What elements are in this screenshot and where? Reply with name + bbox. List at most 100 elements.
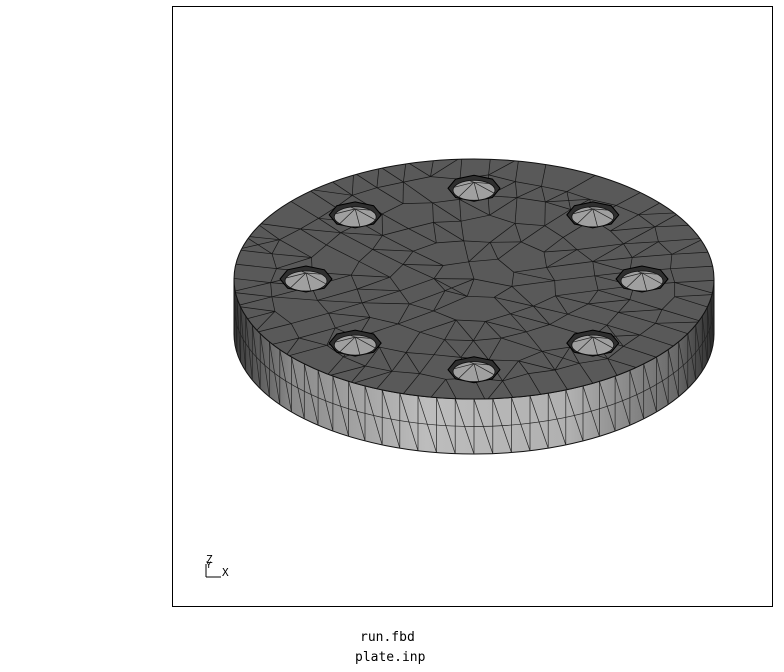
mesh-edge xyxy=(234,306,714,427)
mesh-edge xyxy=(468,261,475,280)
mesh-edge xyxy=(489,197,518,216)
mesh-edge xyxy=(444,339,462,358)
mesh-edge xyxy=(489,214,516,224)
mesh-edge xyxy=(357,276,391,290)
mesh-edge xyxy=(623,334,641,347)
mesh-edge xyxy=(317,299,363,304)
mesh-edge xyxy=(545,198,590,203)
mesh-edge xyxy=(291,312,329,324)
mesh-edge xyxy=(298,337,327,346)
mesh-edge xyxy=(369,317,399,325)
mesh-edge xyxy=(234,249,237,264)
file-plate-inp[interactable]: plate.inp xyxy=(355,650,426,665)
mesh-edge xyxy=(325,356,344,377)
mesh-edge xyxy=(516,197,546,203)
mesh-edge xyxy=(340,232,383,236)
mesh-edge xyxy=(606,324,640,336)
mesh-edge xyxy=(544,225,564,238)
mesh-edge xyxy=(487,195,490,216)
mesh-edge xyxy=(430,159,463,177)
mesh-edge xyxy=(541,185,567,192)
mesh-edge xyxy=(497,241,522,260)
mesh-edge xyxy=(576,243,624,250)
mesh-edge xyxy=(562,237,578,250)
bolt-hole[interactable] xyxy=(447,356,501,384)
mesh-edge xyxy=(236,239,280,251)
mesh-edge xyxy=(432,202,462,222)
mesh-edge xyxy=(515,181,542,187)
mesh-edge xyxy=(271,253,312,258)
mesh-edge xyxy=(623,241,659,245)
mesh-edge xyxy=(399,278,435,292)
mesh-edge xyxy=(618,309,663,313)
bolt-hole[interactable] xyxy=(447,174,501,202)
bolt-hole[interactable] xyxy=(279,265,333,293)
mesh-edge xyxy=(569,346,580,364)
mesh-edge xyxy=(430,159,435,177)
mesh-edge xyxy=(433,222,437,243)
mesh-edge xyxy=(670,268,676,283)
mesh-edge xyxy=(287,199,319,219)
mesh-edge xyxy=(419,373,446,380)
mesh-edge xyxy=(463,240,491,243)
mesh-edge xyxy=(541,186,546,202)
mesh-edge xyxy=(511,280,555,287)
mesh-edge xyxy=(459,199,462,222)
mesh-model[interactable] xyxy=(173,7,773,607)
mesh-edge xyxy=(717,280,719,294)
mesh-edge xyxy=(284,337,300,358)
mesh-edge xyxy=(544,209,571,226)
mesh-edge xyxy=(468,242,491,263)
mesh-edge xyxy=(566,191,571,210)
mesh-edge xyxy=(493,286,513,298)
mesh-edge xyxy=(326,327,336,346)
mesh-edge xyxy=(445,290,468,297)
bolt-hole[interactable] xyxy=(328,329,382,357)
mesh-edge xyxy=(444,319,457,340)
mesh-edge xyxy=(397,310,434,325)
mesh-edge xyxy=(632,253,672,258)
mesh-edge xyxy=(513,271,555,282)
bolt-hole[interactable] xyxy=(566,201,620,229)
mesh-edge xyxy=(654,224,694,228)
mesh-edge xyxy=(466,278,475,297)
mesh-edge xyxy=(433,278,468,297)
mesh-edge xyxy=(473,340,489,361)
mesh-edge xyxy=(430,176,461,180)
mesh-edge xyxy=(349,365,366,385)
mesh-edge xyxy=(405,332,421,353)
mesh-edge xyxy=(502,373,529,382)
mesh-edge xyxy=(358,249,373,262)
mesh-edge xyxy=(361,302,371,318)
mesh-edge xyxy=(300,228,327,246)
mesh-edge xyxy=(459,159,463,180)
mesh-edge xyxy=(419,331,445,341)
mesh-edge xyxy=(607,358,619,379)
mesh-edge xyxy=(433,295,468,312)
bolt-hole[interactable] xyxy=(328,201,382,229)
mesh-edge xyxy=(516,185,542,198)
mesh-edge xyxy=(473,278,512,287)
bolt-hole[interactable] xyxy=(615,265,669,293)
mesh-edge xyxy=(391,352,407,372)
graphics-viewport[interactable]: Z Y X xyxy=(172,6,773,607)
mesh-edge xyxy=(527,373,543,397)
mesh-edge xyxy=(300,217,319,230)
mesh-edge xyxy=(618,299,631,313)
mesh-edge xyxy=(514,223,522,243)
axis-x-label: X xyxy=(222,566,229,579)
mesh-edge xyxy=(598,289,630,300)
mesh-edge xyxy=(399,290,410,305)
mesh-edge xyxy=(554,369,570,392)
mesh-edge xyxy=(290,323,300,339)
mesh-edge xyxy=(638,212,680,216)
file-run-fbd[interactable]: run.fbd xyxy=(360,630,415,645)
mesh-edge xyxy=(234,263,277,269)
mesh-edge xyxy=(467,295,495,298)
mesh-edge xyxy=(389,276,401,292)
mesh-edge xyxy=(511,272,515,287)
mesh-edge xyxy=(544,201,546,226)
bolt-hole[interactable] xyxy=(566,329,620,357)
mesh-edge xyxy=(328,302,363,314)
mesh-edge xyxy=(318,207,336,219)
